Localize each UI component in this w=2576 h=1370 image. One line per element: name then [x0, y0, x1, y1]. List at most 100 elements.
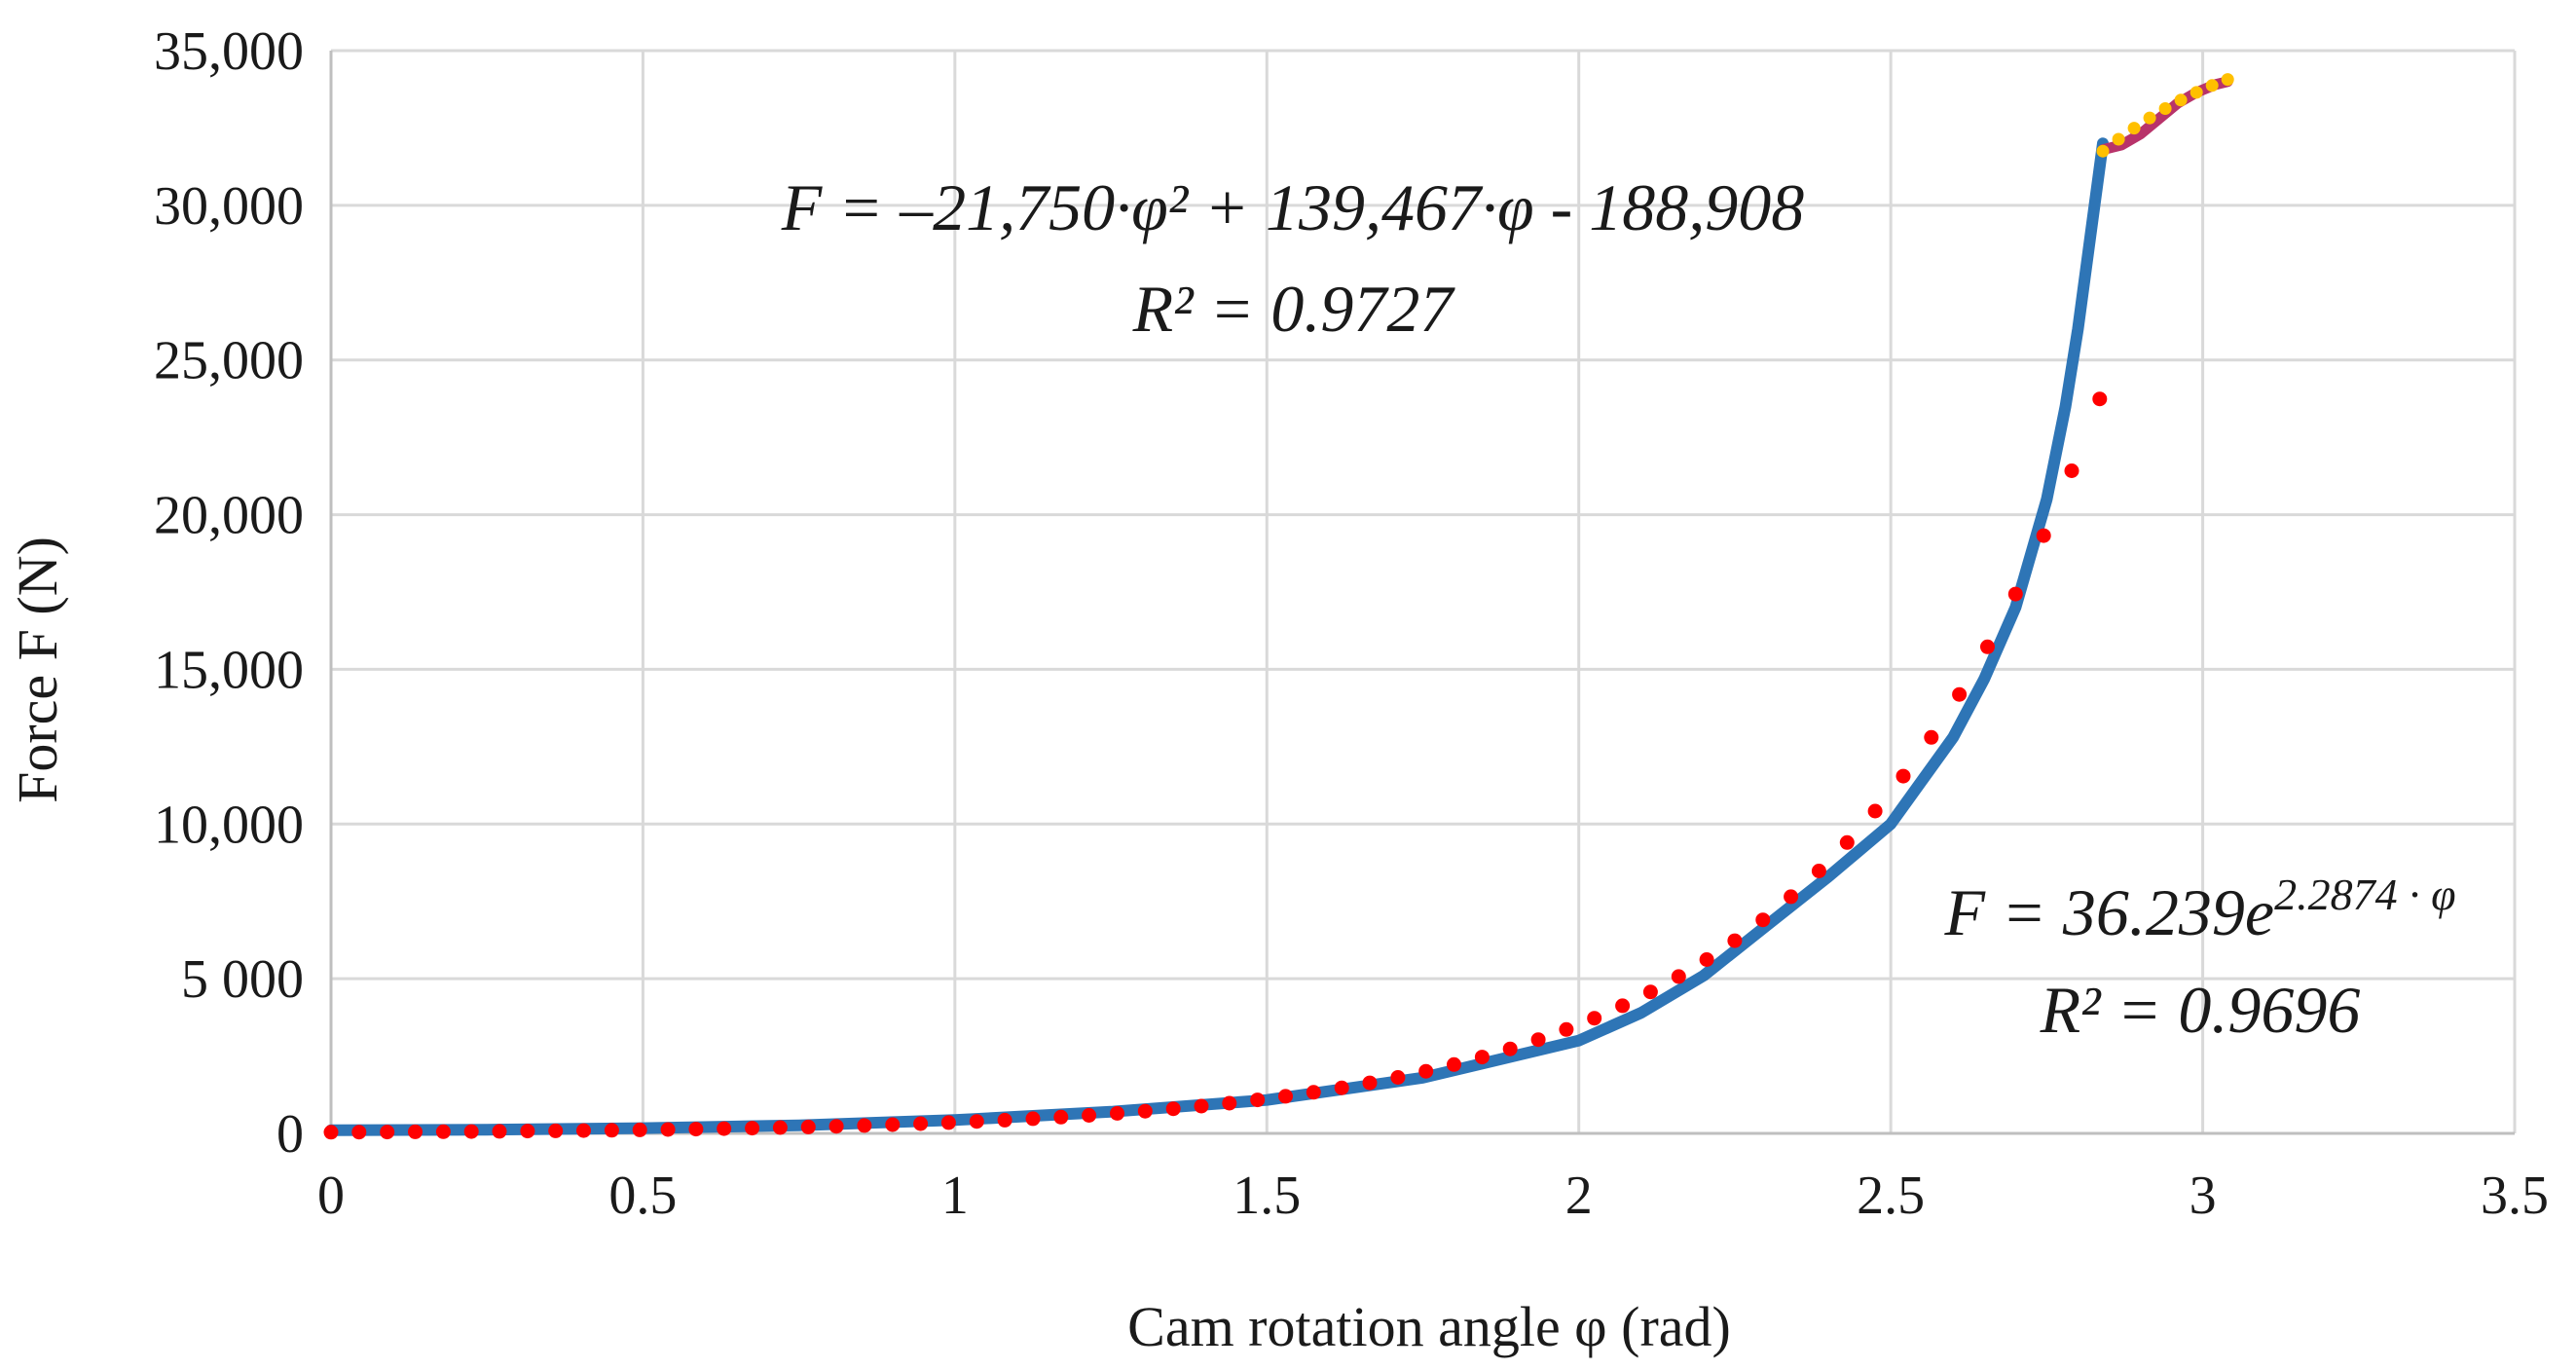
exponential-fit-point [1025, 1111, 1041, 1127]
exponential-fit-point [1559, 1021, 1574, 1037]
exponential-fit-point [1867, 803, 1883, 819]
exponential-fit-equation-exponent: 2.2874 · φ [2274, 870, 2455, 919]
polynomial-fit-series [2096, 73, 2234, 158]
x-tick-label: 1 [941, 1166, 969, 1226]
exponential-fit-point [1194, 1098, 1209, 1114]
exponential-fit-point [1811, 864, 1826, 878]
exponential-fit-point [940, 1115, 956, 1130]
exponential-fit-point [2007, 586, 2023, 602]
exponential-fit-point [1165, 1101, 1181, 1117]
exponential-fit-point [1924, 729, 1939, 745]
x-tick-label: 2.5 [1857, 1166, 1925, 1226]
exponential-fit-point [1615, 998, 1631, 1014]
y-tick-label: 5 000 [181, 949, 304, 1010]
exponential-fit-point [380, 1125, 395, 1140]
y-tick-label: 20,000 [154, 486, 304, 546]
y-tick-label: 25,000 [154, 331, 304, 391]
y-tick-label: 10,000 [154, 795, 304, 855]
x-axis-title: Cam rotation angle φ (rad) [1127, 1295, 1731, 1358]
exponential-fit-point [772, 1120, 788, 1135]
exponential-fit-point [351, 1125, 367, 1140]
exponential-fit-point [1502, 1041, 1518, 1056]
data-series [323, 73, 2234, 1140]
exponential-fit-point [1980, 639, 1995, 654]
exponential-fit-equation-base: F = 36.239e [1943, 875, 2274, 949]
exponential-fit-point [463, 1124, 479, 1139]
exponential-fit-point [660, 1122, 676, 1137]
exponential-fit-point [548, 1123, 564, 1138]
y-tick-label: 15,000 [154, 640, 304, 700]
exponential-fit-point [435, 1124, 451, 1139]
exponential-fit-equation: F = 36.239e2.2874 · φ [1943, 870, 2455, 949]
exponential-fit-point [1784, 889, 1799, 905]
exponential-fit-point [408, 1124, 423, 1139]
x-tick-label: 1.5 [1233, 1166, 1301, 1226]
y-axis-title: Force F (N) [6, 537, 69, 803]
exponential-fit-point [1727, 933, 1743, 948]
polynomial-fit-point [2158, 102, 2172, 115]
exponential-fit-point [1642, 984, 1658, 1000]
exponential-fit-point [1334, 1080, 1349, 1095]
exponential-fit-point [576, 1123, 591, 1138]
exponential-fit-point [1390, 1070, 1406, 1085]
exponential-fit-point [604, 1123, 619, 1138]
exponential-fit-point [2036, 528, 2051, 543]
exponential-fit-point [1222, 1095, 1237, 1111]
x-tick-label: 0.5 [608, 1166, 677, 1226]
exponential-fit-point [1082, 1108, 1097, 1123]
exponential-fit-point [1250, 1092, 1266, 1108]
polynomial-fit-point [2205, 79, 2219, 93]
exponential-fit-point [717, 1121, 732, 1136]
exponential-fit-point [1952, 686, 1968, 702]
exponential-fit-point [1699, 952, 1714, 967]
exponential-fit-point [1306, 1085, 1321, 1100]
polynomial-fit-point [2174, 93, 2188, 107]
exponential-fit-point [2092, 391, 2108, 407]
x-tick-labels: 0 0.5 1 1.5 2 2.5 3 3.5 [317, 1166, 2549, 1226]
exponential-fit-point [1110, 1105, 1124, 1121]
exponential-fit-point [997, 1112, 1012, 1128]
x-tick-label: 0 [317, 1166, 345, 1226]
exponential-fit-point [2064, 463, 2079, 478]
exponential-fit-point [800, 1119, 816, 1134]
polynomial-fit-point [2112, 132, 2125, 146]
exponential-fit-point [1137, 1103, 1153, 1119]
exponential-fit-point [1755, 912, 1771, 928]
exponential-fit-r2: R² = 0.9696 [2040, 973, 2361, 1047]
x-tick-label: 2 [1565, 1166, 1593, 1226]
polynomial-fit-equation: F = ‒21,750·φ² + 139,467·φ - 188,908 [781, 170, 1805, 244]
exponential-fit-point [1530, 1032, 1546, 1048]
polynomial-fit-point [2143, 111, 2156, 125]
exponential-fit-point [1839, 834, 1855, 850]
polynomial-fit-r2: R² = 0.9727 [1132, 272, 1456, 346]
y-tick-label: 35,000 [154, 21, 304, 82]
exponential-fit-point [885, 1117, 901, 1132]
exponential-fit-point [828, 1119, 844, 1134]
x-tick-label: 3 [2190, 1166, 2217, 1226]
exponential-fit-point [1587, 1011, 1602, 1026]
exponential-fit-point [913, 1116, 929, 1131]
polynomial-fit-point [2096, 144, 2110, 158]
polynomial-fit-point [2127, 122, 2141, 135]
y-tick-labels: 0 5 000 10,000 15,000 20,000 25,000 30,000 35,0… [154, 21, 304, 1165]
measured-force-line [325, 137, 2109, 1136]
gridlines [331, 49, 2517, 1133]
exponential-fit-point [323, 1125, 339, 1140]
exponential-fit-point [969, 1114, 984, 1129]
exponential-fit-point [520, 1124, 535, 1139]
exponential-fit-point [688, 1122, 704, 1137]
exponential-fit-point [857, 1118, 872, 1133]
x-tick-label: 3.5 [2481, 1166, 2549, 1226]
exponential-fit-point [745, 1121, 760, 1136]
exponential-fit-point [1895, 768, 1911, 784]
y-tick-label: 0 [276, 1104, 304, 1165]
exponential-fit-point [492, 1124, 507, 1139]
exponential-fit-point [1418, 1063, 1434, 1079]
polynomial-fit-point [2221, 73, 2234, 87]
exponential-fit-point [1362, 1075, 1378, 1091]
exponential-fit-point [1053, 1109, 1069, 1125]
exponential-fit-point [1474, 1050, 1490, 1065]
exponential-fit-series [323, 391, 2108, 1140]
y-tick-label: 30,000 [154, 176, 304, 237]
